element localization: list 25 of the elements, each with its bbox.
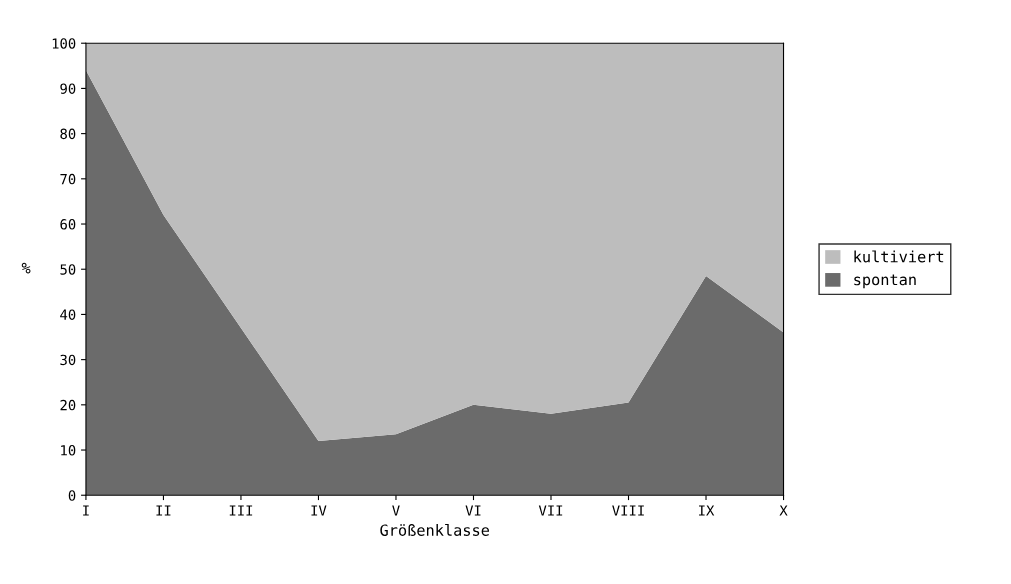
y-axis-title: % bbox=[21, 262, 31, 274]
x-tick-label: VI bbox=[465, 505, 481, 516]
legend-label: kultiviert bbox=[854, 250, 944, 263]
x-tick-label: VIII bbox=[612, 505, 644, 516]
y-tick-label: 100 bbox=[52, 38, 76, 49]
y-tick-label: 50 bbox=[60, 264, 76, 275]
y-tick-label: 70 bbox=[60, 173, 76, 185]
x-tick-label: X bbox=[779, 505, 788, 516]
y-tick-label: 90 bbox=[60, 83, 76, 94]
x-tick-label: III bbox=[229, 505, 253, 516]
x-tick-label: IV bbox=[311, 505, 327, 516]
y-tick-label: 20 bbox=[60, 399, 76, 411]
y-tick-label: 30 bbox=[60, 354, 76, 366]
x-tick-label: V bbox=[392, 505, 400, 516]
x-tick-label: VII bbox=[538, 505, 563, 516]
x-tick-label: II bbox=[156, 505, 171, 516]
legend-label: spontan bbox=[854, 274, 916, 289]
x-tick-label: I bbox=[83, 505, 89, 516]
y-tick-label: 0 bbox=[68, 490, 76, 501]
x-axis-title: Größenklasse bbox=[380, 524, 490, 536]
y-tick-label: 80 bbox=[60, 128, 76, 140]
y-tick-label: 60 bbox=[60, 219, 76, 230]
y-tick-label: 10 bbox=[61, 445, 76, 456]
x-tick-label: IX bbox=[699, 505, 715, 516]
y-tick-label: 40 bbox=[60, 309, 76, 320]
